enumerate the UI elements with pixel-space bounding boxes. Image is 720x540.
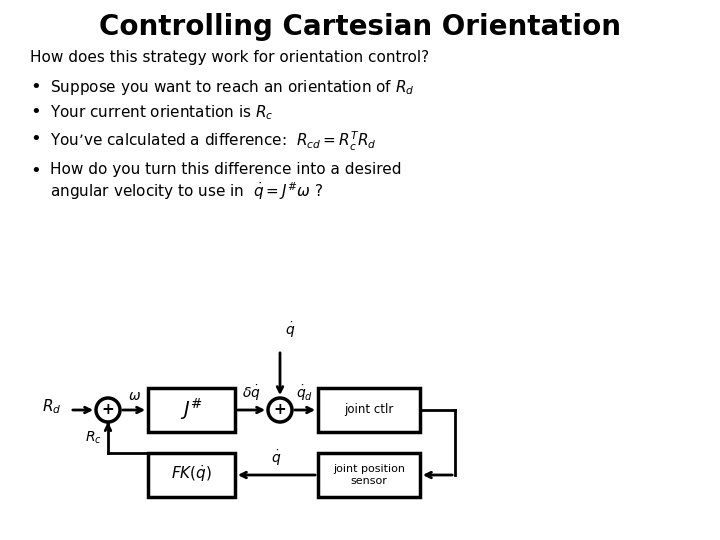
Text: $\omega$: $\omega$ [127, 389, 140, 403]
Text: How does this strategy work for orientation control?: How does this strategy work for orientat… [30, 50, 429, 65]
Text: Controlling Cartesian Orientation: Controlling Cartesian Orientation [99, 13, 621, 41]
Text: •: • [30, 130, 41, 148]
Text: joint ctlr: joint ctlr [344, 403, 394, 416]
Text: Your current orientation is $R_c$: Your current orientation is $R_c$ [50, 103, 274, 122]
FancyBboxPatch shape [148, 388, 235, 432]
Text: +: + [102, 402, 114, 416]
Text: $FK(\dot{q})$: $FK(\dot{q})$ [171, 463, 212, 484]
Text: •: • [30, 78, 41, 96]
Text: •: • [30, 103, 41, 121]
Text: How do you turn this difference into a desired
angular velocity to use in  $\dot: How do you turn this difference into a d… [50, 162, 402, 202]
FancyBboxPatch shape [318, 453, 420, 497]
FancyBboxPatch shape [148, 453, 235, 497]
Text: You’ve calculated a difference:  $R_{cd} = R_c^T R_d$: You’ve calculated a difference: $R_{cd} … [50, 130, 377, 153]
Text: +: + [274, 402, 287, 416]
Text: $\delta\dot{q}$: $\delta\dot{q}$ [242, 383, 261, 403]
Text: $J^{\#}$: $J^{\#}$ [180, 396, 203, 422]
Text: •: • [30, 162, 41, 180]
Text: Suppose you want to reach an orientation of $R_d$: Suppose you want to reach an orientation… [50, 78, 415, 97]
Text: $\dot{q}$: $\dot{q}$ [285, 320, 295, 340]
Text: $\dot{q}_d$: $\dot{q}_d$ [297, 383, 314, 403]
Text: joint position
sensor: joint position sensor [333, 464, 405, 486]
Text: $R_c$: $R_c$ [85, 429, 102, 445]
Text: $R_d$: $R_d$ [42, 397, 62, 416]
Text: $\dot{q}$: $\dot{q}$ [271, 448, 282, 468]
FancyBboxPatch shape [318, 388, 420, 432]
